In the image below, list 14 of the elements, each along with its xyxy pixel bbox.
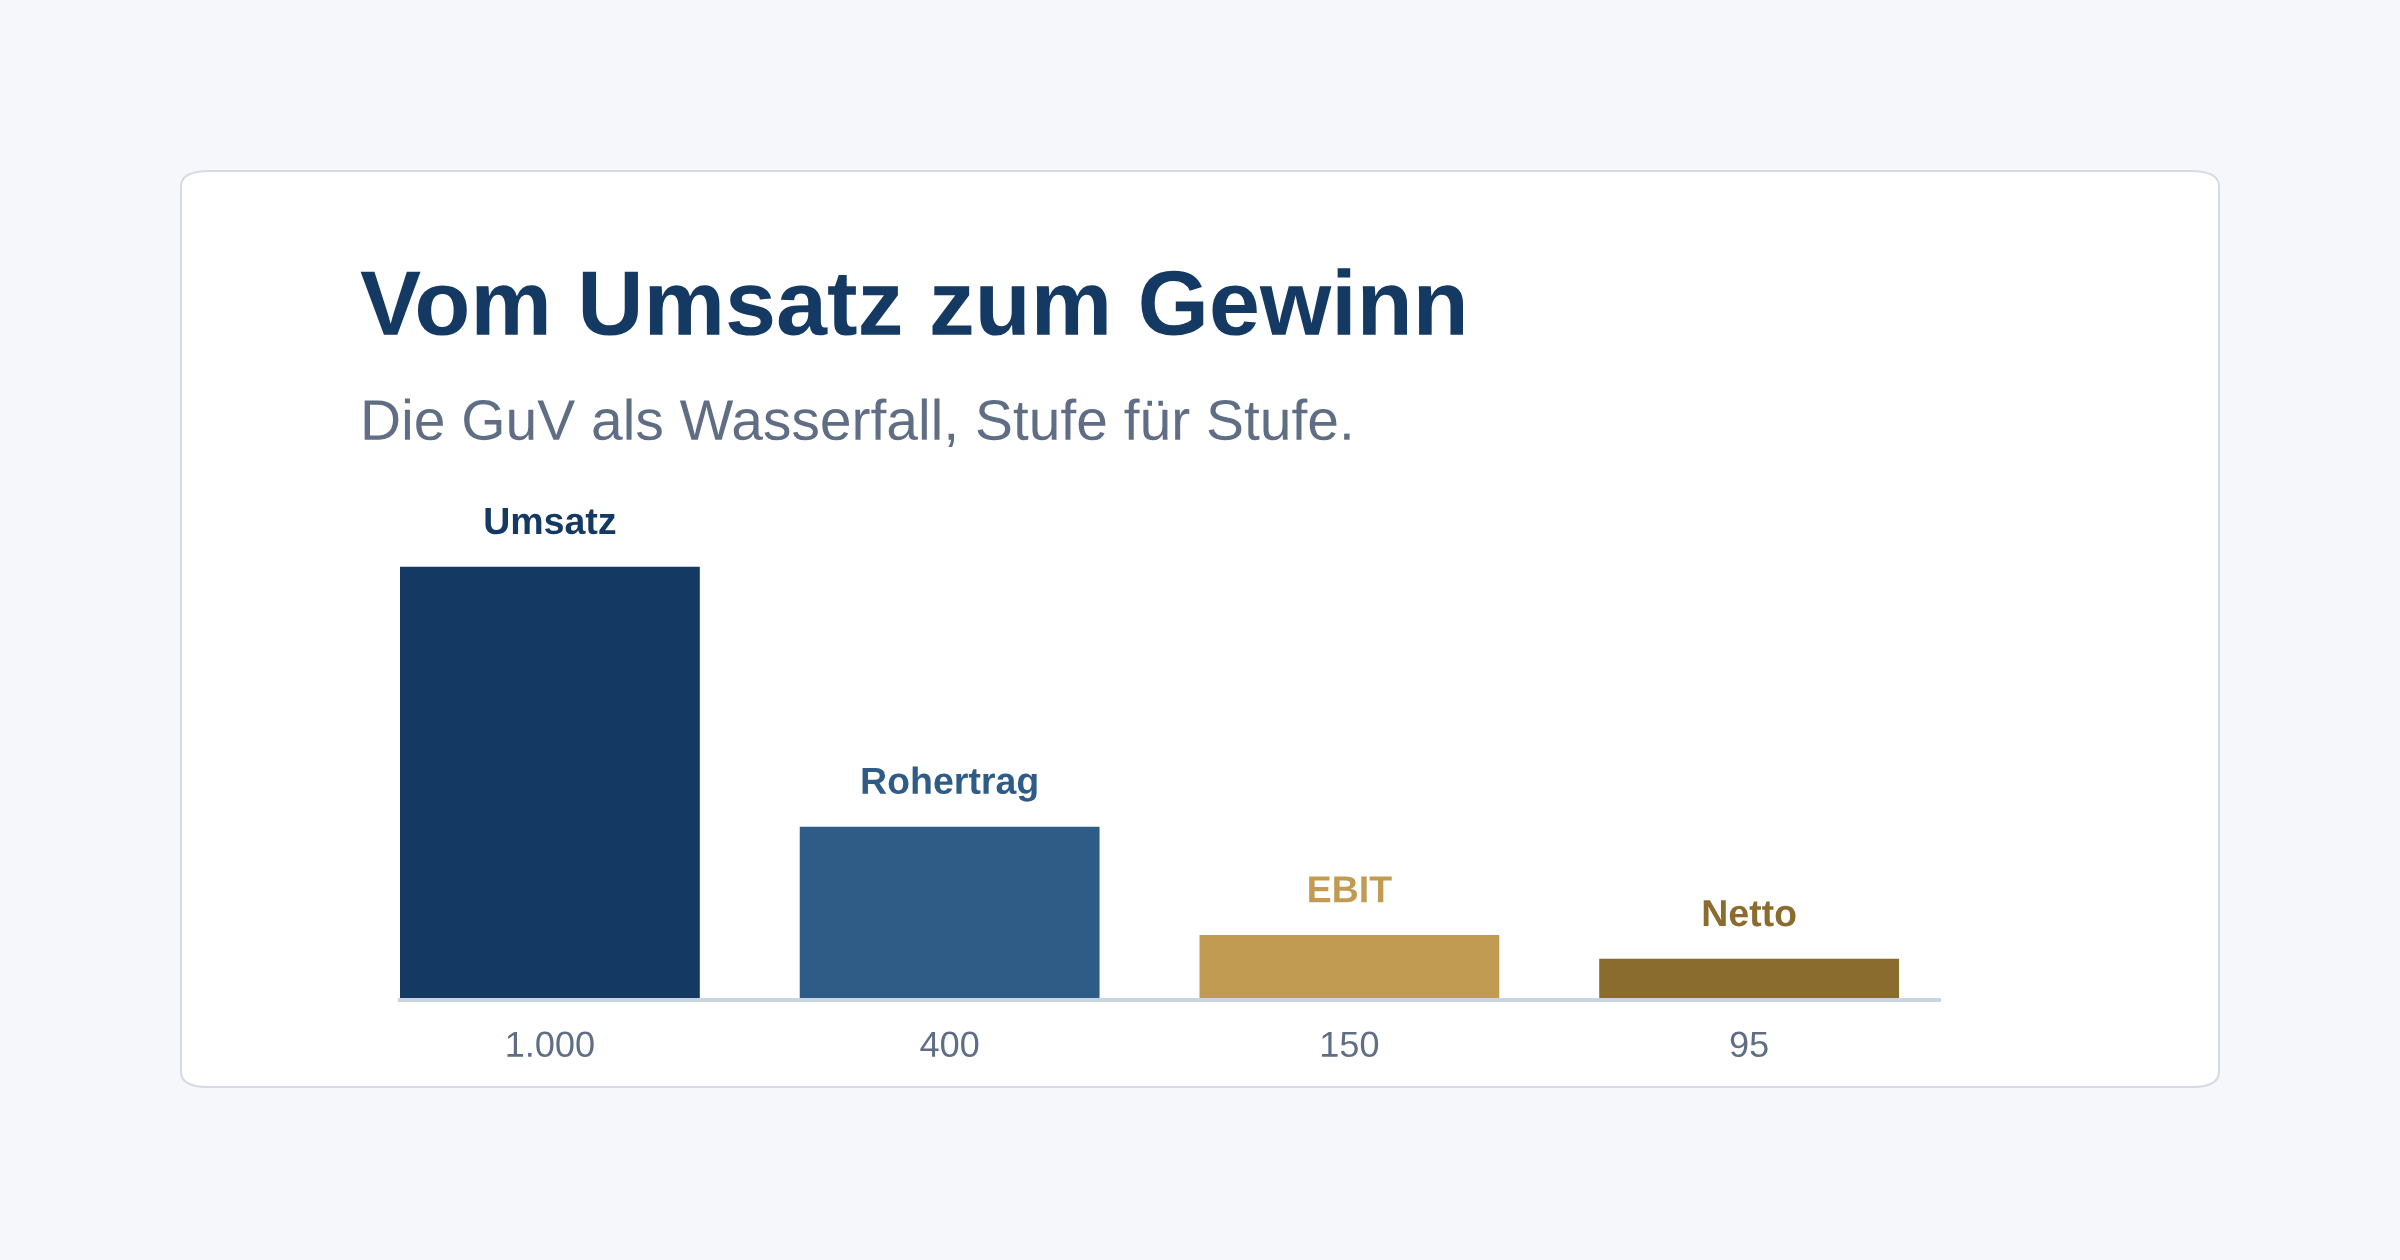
x-tick-label: Umsatz	[485, 508, 616, 535]
data-label: 1.000	[507, 1031, 594, 1058]
data-label: 150	[1322, 1031, 1379, 1058]
x-tick-label: Rohertrag	[862, 766, 1037, 802]
bar	[400, 566, 700, 1000]
bar	[1599, 958, 1900, 1000]
bar	[799, 826, 1100, 1000]
x-tick-label: EBIT	[1309, 876, 1392, 903]
x-tick-label: Netto	[1703, 900, 1796, 927]
chart-title: Vom Umsatz zum Gewinn	[360, 268, 1463, 336]
chart-subtitle: Die GuV als Wasserfall, Stufe für Stufe.	[364, 398, 1350, 448]
bar	[1199, 935, 1500, 1000]
data-label: 400	[920, 1031, 979, 1058]
data-label: 95	[1730, 1031, 1768, 1058]
